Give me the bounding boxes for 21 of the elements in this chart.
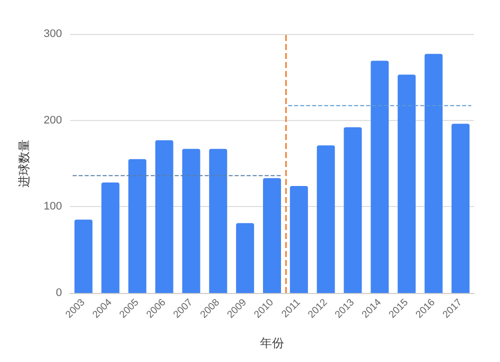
bar <box>344 127 362 293</box>
y-axis-title: 进球数量 <box>17 140 31 188</box>
bar <box>236 223 254 293</box>
x-axis-title: 年份 <box>260 336 284 350</box>
bar <box>398 74 416 293</box>
y-tick-label: 100 <box>44 200 62 213</box>
bar <box>316 145 335 293</box>
bar <box>452 124 470 293</box>
bar <box>209 148 228 293</box>
bar <box>424 54 443 293</box>
bar <box>290 186 308 293</box>
bar <box>101 182 120 293</box>
bar <box>370 60 389 293</box>
bar <box>155 140 174 293</box>
bar <box>182 148 200 293</box>
bar <box>263 178 281 293</box>
bar <box>74 220 92 293</box>
y-tick-label: 0 <box>56 287 62 299</box>
bar <box>128 159 146 293</box>
y-tick-label: 300 <box>44 28 62 40</box>
y-tick-label: 200 <box>44 114 62 126</box>
